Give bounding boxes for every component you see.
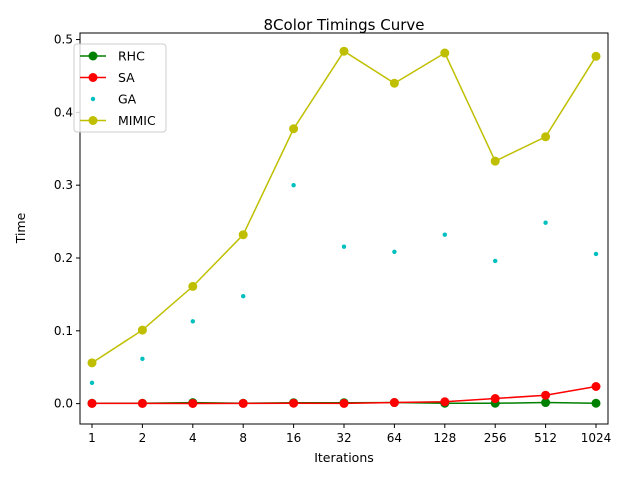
data-point-ga (392, 249, 397, 254)
plot-area (87, 46, 601, 408)
data-point-mimic (188, 281, 198, 291)
x-tick-label: 32 (336, 431, 351, 445)
legend-item-sa: SA (80, 70, 135, 85)
legend-marker (88, 116, 98, 125)
legend-label: MIMIC (118, 113, 156, 128)
data-point-mimic (137, 325, 147, 335)
data-point-ga (89, 380, 95, 386)
series-mimic (87, 46, 601, 368)
data-point-mimic (490, 156, 500, 166)
y-tick-label: 0.4 (54, 105, 73, 119)
x-tick-label: 2 (139, 431, 147, 445)
data-point-ga (543, 220, 548, 225)
x-tick-label: 128 (433, 431, 456, 445)
y-axis: 0.0 0.1 0.2 0.3 0.4 0.5 (54, 33, 80, 411)
data-point-rhc (591, 398, 601, 408)
data-point-mimic (541, 132, 551, 142)
data-point-ga (493, 258, 498, 264)
legend-label: RHC (118, 49, 145, 64)
data-point-rhc (541, 398, 551, 408)
data-point-mimic (238, 230, 248, 240)
data-point-sa (389, 398, 399, 408)
y-tick-label: 0.2 (54, 251, 73, 265)
x-tick-label: 8 (239, 431, 247, 445)
data-point-mimic (289, 124, 299, 134)
data-point-ga (291, 182, 296, 188)
x-tick-label: 64 (387, 431, 402, 445)
data-point-sa (238, 398, 248, 408)
x-axis: 1 2 4 8 16 32 64 128 256 512 1024 (88, 424, 611, 445)
data-point-ga (593, 251, 599, 257)
x-tick-label: 16 (286, 431, 301, 445)
data-point-mimic (440, 48, 450, 58)
y-axis-label: Time (13, 212, 28, 244)
data-point-sa (591, 382, 601, 392)
legend-label: SA (118, 70, 135, 85)
data-point-sa (339, 398, 349, 408)
x-tick-label: 1 (88, 431, 96, 445)
y-tick-label: 0.5 (54, 33, 73, 47)
x-tick-label: 256 (484, 431, 507, 445)
x-tick-label: 4 (189, 431, 197, 445)
data-point-sa (490, 394, 500, 404)
legend-marker (90, 96, 96, 102)
data-point-sa (188, 398, 198, 408)
data-point-mimic (389, 78, 399, 88)
legend-label: GA (118, 92, 137, 107)
series-sa (87, 382, 601, 408)
y-tick-label: 0.0 (54, 397, 73, 411)
data-point-sa (541, 390, 551, 400)
x-tick-label: 1024 (581, 431, 612, 445)
y-tick-label: 0.1 (54, 324, 73, 338)
x-tick-label: 512 (534, 431, 557, 445)
legend-marker (88, 73, 98, 82)
data-point-sa (289, 398, 299, 408)
legend: RHC SA GA MIMIC (73, 43, 167, 133)
data-point-sa (440, 397, 450, 407)
data-point-mimic (591, 51, 601, 61)
legend-item-ga: GA (90, 92, 137, 107)
legend-marker (88, 51, 98, 61)
legend-item-mimic: MIMIC (80, 113, 156, 128)
data-point-ga (241, 294, 246, 299)
chart-title: 8Color Timings Curve (264, 16, 425, 34)
data-point-ga (442, 232, 447, 237)
legend-box (73, 43, 167, 133)
x-axis-label: Iterations (314, 450, 374, 465)
data-point-sa (87, 398, 97, 408)
data-point-mimic (87, 358, 97, 368)
data-point-ga (341, 244, 347, 249)
y-tick-label: 0.3 (54, 178, 73, 192)
legend-item-rhc: RHC (80, 49, 145, 64)
data-point-ga (190, 319, 195, 324)
data-point-mimic (339, 46, 349, 56)
data-point-sa (137, 398, 147, 408)
series-ga (89, 182, 599, 386)
data-point-ga (140, 356, 145, 362)
